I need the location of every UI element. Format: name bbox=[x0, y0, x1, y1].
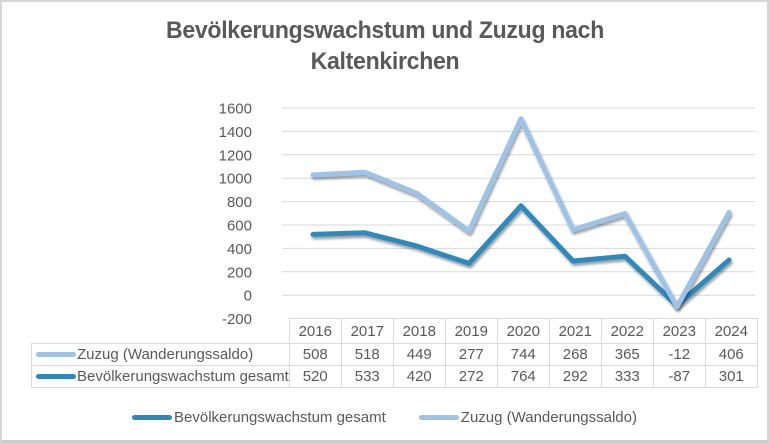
table-value-cell: 292 bbox=[548, 365, 602, 388]
table-value-cell: 406 bbox=[704, 343, 758, 366]
y-axis-tick-label: 200 bbox=[227, 264, 252, 281]
y-axis-tick-label: 600 bbox=[227, 218, 252, 235]
table-year-header: 2016 bbox=[288, 318, 342, 344]
table-year-header: 2020 bbox=[496, 318, 550, 344]
table-value-cell: 449 bbox=[392, 343, 446, 366]
y-axis-tick-label: 1200 bbox=[219, 147, 252, 164]
legend-label-zuzug: Zuzug (Wanderungssaldo) bbox=[460, 409, 637, 426]
table-legend-key-icon bbox=[36, 373, 76, 379]
table-year-header: 2024 bbox=[704, 318, 758, 344]
table-value-cell: 518 bbox=[340, 343, 394, 366]
table-series-label: Zuzug (Wanderungssaldo) bbox=[31, 343, 290, 366]
table-row: Bevölkerungswachstum gesamt 520 533 420 272 7… bbox=[31, 365, 758, 388]
table-series-label: Bevölkerungswachstum gesamt bbox=[31, 365, 290, 388]
data-table-container: 2016 2017 2018 2019 2020 2021 2022 2023 2024 Zuzu… bbox=[31, 318, 758, 388]
table-year-header: 2019 bbox=[444, 318, 498, 344]
table-value-cell: 508 bbox=[288, 343, 342, 366]
series-line-zuzug[interactable] bbox=[310, 116, 732, 310]
legend-item-zuzug[interactable]: Zuzug (Wanderungssaldo) bbox=[418, 409, 637, 426]
table-value-cell: 277 bbox=[444, 343, 498, 366]
table-value-cell: 533 bbox=[340, 365, 394, 388]
table-year-header: 2022 bbox=[600, 318, 654, 344]
table-value-cell: -12 bbox=[652, 343, 706, 366]
legend-key-bevoelkerungswachstum-icon bbox=[132, 415, 173, 420]
table-value-cell: 744 bbox=[496, 343, 550, 366]
y-axis-tick-label: 800 bbox=[227, 194, 252, 211]
legend-label-bevoelkerungswachstum: Bevölkerungswachstum gesamt bbox=[174, 409, 386, 426]
y-axis-tick-label: 1400 bbox=[219, 124, 252, 141]
table-legend-key-icon bbox=[36, 351, 76, 357]
legend-key-zuzug-icon bbox=[418, 415, 459, 420]
y-axis-tick-label: 1600 bbox=[219, 101, 252, 118]
table-year-header: 2023 bbox=[652, 318, 706, 344]
table-corner-cell bbox=[32, 319, 290, 344]
table-year-header: 2021 bbox=[548, 318, 602, 344]
data-table: 2016 2017 2018 2019 2020 2021 2022 2023 2024 Zuzu… bbox=[31, 318, 758, 388]
table-value-cell: 301 bbox=[704, 365, 758, 388]
table-value-cell: 520 bbox=[288, 365, 342, 388]
table-year-header: 2017 bbox=[340, 318, 394, 344]
table-value-cell: 333 bbox=[600, 365, 654, 388]
legend-item-bevoelkerungswachstum[interactable]: Bevölkerungswachstum gesamt bbox=[132, 409, 386, 426]
chart-title: Bevölkerungswachstum und Zuzug nach Kalt… bbox=[165, 17, 604, 75]
y-axis-tick-label: -200 bbox=[222, 311, 252, 328]
table-value-cell: 365 bbox=[600, 343, 654, 366]
table-value-cell: 764 bbox=[496, 365, 550, 388]
table-value-cell: 268 bbox=[548, 343, 602, 366]
table-value-cell: 272 bbox=[444, 365, 498, 388]
table-row: Zuzug (Wanderungssaldo) 508 518 449 277 744 26… bbox=[31, 343, 758, 366]
chart-legend: Bevölkerungswachstum gesamt Zuzug (Wande… bbox=[2, 409, 767, 426]
y-axis-tick-label: 0 bbox=[244, 288, 252, 305]
series-line-bevoelkerungswachstum[interactable] bbox=[310, 203, 732, 308]
y-axis-tick-label: 400 bbox=[227, 241, 252, 258]
table-value-cell: -87 bbox=[652, 365, 706, 388]
table-value-cell: 420 bbox=[392, 365, 446, 388]
table-year-header: 2018 bbox=[392, 318, 446, 344]
y-axis-tick-label: 1000 bbox=[219, 171, 252, 188]
